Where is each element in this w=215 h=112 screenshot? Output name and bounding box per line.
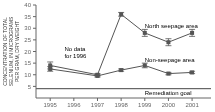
svg-text:5: 5 — [28, 84, 32, 90]
svg-text:40: 40 — [24, 2, 31, 8]
svg-text:1995: 1995 — [44, 102, 58, 108]
svg-text:No datafor 1996: No datafor 1996 — [64, 46, 87, 59]
svg-text:30: 30 — [24, 25, 31, 31]
svg-text:North seepage area: North seepage area — [145, 23, 199, 29]
svg-text:1997: 1997 — [91, 102, 105, 108]
svg-text:20: 20 — [24, 49, 31, 55]
svg-text:2001: 2001 — [185, 102, 199, 108]
svg-text:Remediation goal: Remediation goal — [145, 90, 192, 96]
svg-text:2000: 2000 — [162, 102, 176, 108]
svg-text:25: 25 — [24, 37, 31, 43]
svg-text:CONCENTRATION OF TOTALSELENIUM: CONCENTRATION OF TOTALSELENIUM, IN MICRO… — [8, 16, 20, 86]
svg-text:1999: 1999 — [138, 102, 152, 108]
svg-text:1996: 1996 — [67, 102, 81, 108]
svg-text:10: 10 — [24, 72, 31, 78]
svg-text:35: 35 — [24, 14, 31, 20]
svg-text:1998: 1998 — [114, 102, 128, 108]
svg-text:Non-seepage area: Non-seepage area — [145, 57, 195, 63]
svg-text:15: 15 — [24, 60, 31, 66]
